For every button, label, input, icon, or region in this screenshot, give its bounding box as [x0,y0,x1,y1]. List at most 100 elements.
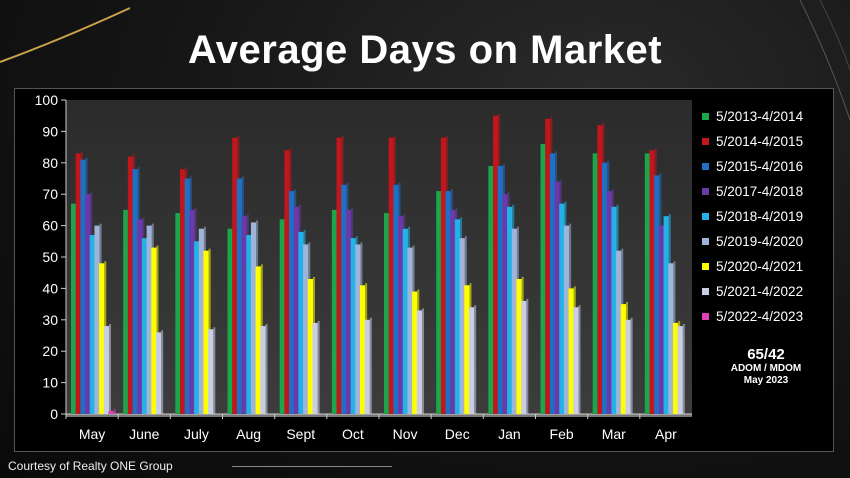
bar [184,178,190,414]
bar [151,247,157,414]
bar [454,219,461,414]
bar-side [578,305,581,414]
legend-item: 5/2019-4/2020 [702,229,832,254]
legend-item: 5/2015-4/2016 [702,154,832,179]
bar [208,329,214,414]
bar-side [630,317,633,414]
bar [521,300,527,414]
bar [459,238,465,414]
bar [146,225,152,414]
decorative-swoosh-right [799,0,850,121]
bar [488,165,494,414]
bar [402,228,408,414]
bar [175,213,181,414]
x-tick-label: June [129,426,160,442]
x-tick-label: Aug [236,426,261,442]
legend-label: 5/2020-4/2021 [716,259,804,274]
chart-legend: 5/2013-4/2014 5/2014-4/2015 5/2015-4/2016 5… [702,104,832,329]
legend-swatch [702,213,709,220]
bar [597,125,603,414]
bar [644,153,651,414]
bar [649,150,655,415]
bar [602,162,608,414]
legend-swatch [702,313,709,320]
bar-side [213,327,216,414]
legend-item: 5/2013-4/2014 [702,104,832,129]
y-tick-label: 60 [42,218,58,234]
bar [71,203,77,414]
bar-side [108,324,111,414]
bar [620,304,626,414]
bar [189,209,195,414]
bar [289,191,295,414]
bar [75,153,81,414]
bar [545,118,551,414]
bar [654,175,660,414]
bar [559,203,565,414]
stats-label: ADOM / MDOM [730,363,802,374]
bar-side [265,324,268,414]
bar [80,159,86,414]
y-tick-label: 100 [35,92,59,108]
bar [198,228,204,414]
bar [127,156,134,414]
legend-label: 5/2015-4/2016 [716,159,804,174]
bar [502,194,508,414]
bar [232,137,238,414]
bar [194,241,200,414]
y-tick-label: 50 [42,249,58,265]
bar [279,219,285,414]
legend-swatch [702,263,709,270]
decorative-swoosh-left [0,7,130,63]
bar [155,332,162,414]
bar [94,225,100,414]
x-tick-label: Jan [498,426,521,442]
bar [108,410,114,414]
bar [436,191,442,414]
bar [516,278,522,414]
bar [123,209,129,414]
page-title: Average Days on Market [187,28,663,72]
bar-side [369,317,372,414]
legend-swatch [702,238,709,245]
bar [554,181,560,414]
bar [412,291,418,414]
y-tick-label: 30 [42,312,58,328]
x-tick-label: Dec [445,426,470,442]
bar [677,326,683,414]
x-tick-label: Oct [342,426,364,442]
bar [284,150,290,415]
legend-label: 5/2013-4/2014 [716,109,804,124]
bar [464,285,470,414]
legend-swatch [702,163,709,170]
bar [137,219,143,414]
bar [672,322,679,414]
bar [592,153,598,414]
stats-period: May 2023 [743,375,789,386]
bar [260,326,266,414]
bar [312,322,318,414]
x-tick-label: Nov [393,426,418,442]
bar [445,191,451,414]
bar [298,231,304,414]
bar [616,250,622,414]
bar-side [526,298,529,414]
legend-label: 5/2022-4/2023 [716,309,804,324]
bar [663,216,669,414]
x-tick-label: Sept [286,426,315,442]
bar [203,250,209,414]
bar [497,165,503,414]
bar [307,278,313,414]
bar [341,184,347,414]
x-tick-label: Mar [602,426,626,442]
bar [85,194,91,414]
x-tick-label: May [79,426,105,442]
y-tick-label: 80 [42,155,58,171]
legend-label: 5/2021-4/2022 [716,284,804,299]
bar [99,263,105,414]
bar [180,169,186,414]
bar [227,228,233,414]
bar-side [682,324,685,414]
y-tick-label: 0 [50,406,58,422]
legend-swatch [702,288,709,295]
